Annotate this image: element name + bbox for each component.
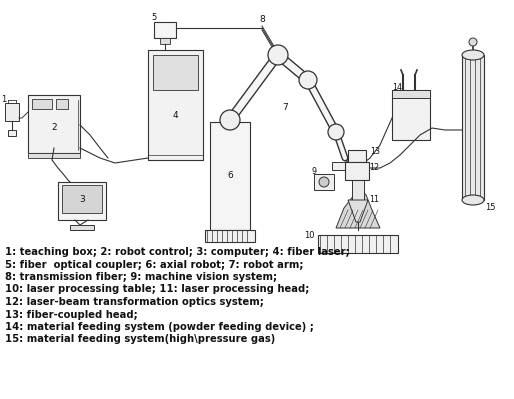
Text: 12: laser-beam transformation optics system;: 12: laser-beam transformation optics sys… <box>5 297 264 307</box>
Bar <box>56 99 68 109</box>
Bar <box>314 174 334 190</box>
Circle shape <box>469 38 477 46</box>
Circle shape <box>299 71 317 89</box>
Bar <box>160 38 170 44</box>
Text: 3: 3 <box>79 196 85 205</box>
Text: 8: transmission fiber; 9: machine vision system;: 8: transmission fiber; 9: machine vision… <box>5 272 277 282</box>
Bar <box>210 122 250 230</box>
Bar <box>70 225 94 230</box>
Text: 13: 13 <box>370 146 380 156</box>
Bar <box>8 130 16 136</box>
Bar <box>32 99 52 109</box>
Bar <box>154 22 176 38</box>
Text: 1: teaching box; 2: robot control; 3: computer; 4: fiber laser;: 1: teaching box; 2: robot control; 3: co… <box>5 247 350 257</box>
Circle shape <box>328 124 344 140</box>
Bar <box>392 90 430 140</box>
Bar <box>58 182 106 220</box>
Text: 12: 12 <box>369 162 379 172</box>
Text: 10: laser processing table; 11: laser processing head;: 10: laser processing table; 11: laser pr… <box>5 284 309 294</box>
Text: 11: 11 <box>369 196 379 205</box>
Circle shape <box>220 110 240 130</box>
Bar <box>148 50 203 160</box>
Text: 2: 2 <box>51 124 57 132</box>
Text: 14: material feeding system (powder feeding device) ;: 14: material feeding system (powder feed… <box>5 322 314 332</box>
Bar <box>205 230 255 242</box>
Circle shape <box>268 45 288 65</box>
Polygon shape <box>352 180 364 200</box>
Bar <box>28 153 80 158</box>
Text: 9: 9 <box>311 168 317 176</box>
Bar <box>153 55 198 90</box>
Circle shape <box>319 177 329 187</box>
Text: 7: 7 <box>282 103 288 113</box>
Bar <box>462 55 484 200</box>
Text: 15: 15 <box>485 203 495 211</box>
Bar <box>348 150 366 162</box>
Bar <box>318 235 398 253</box>
Text: 5: fiber  optical coupler; 6: axial robot; 7: robot arm;: 5: fiber optical coupler; 6: axial robot… <box>5 259 303 269</box>
Bar <box>345 162 369 180</box>
Polygon shape <box>348 200 368 222</box>
Bar <box>62 185 102 213</box>
Text: 13: fiber-coupled head;: 13: fiber-coupled head; <box>5 310 138 320</box>
Text: 4: 4 <box>172 111 178 119</box>
Text: 5: 5 <box>152 14 157 22</box>
Ellipse shape <box>462 195 484 205</box>
Text: 15: material feeding system(high\pressure gas): 15: material feeding system(high\pressur… <box>5 334 276 344</box>
Text: 1: 1 <box>2 95 7 105</box>
Bar <box>5 103 19 121</box>
Text: 8: 8 <box>259 16 265 24</box>
Ellipse shape <box>462 50 484 60</box>
Bar <box>28 95 80 153</box>
Bar <box>392 90 430 98</box>
Text: 14: 14 <box>392 83 402 91</box>
Bar <box>332 162 346 170</box>
Polygon shape <box>336 188 380 228</box>
Text: 10: 10 <box>304 231 315 239</box>
Text: 6: 6 <box>227 170 233 180</box>
